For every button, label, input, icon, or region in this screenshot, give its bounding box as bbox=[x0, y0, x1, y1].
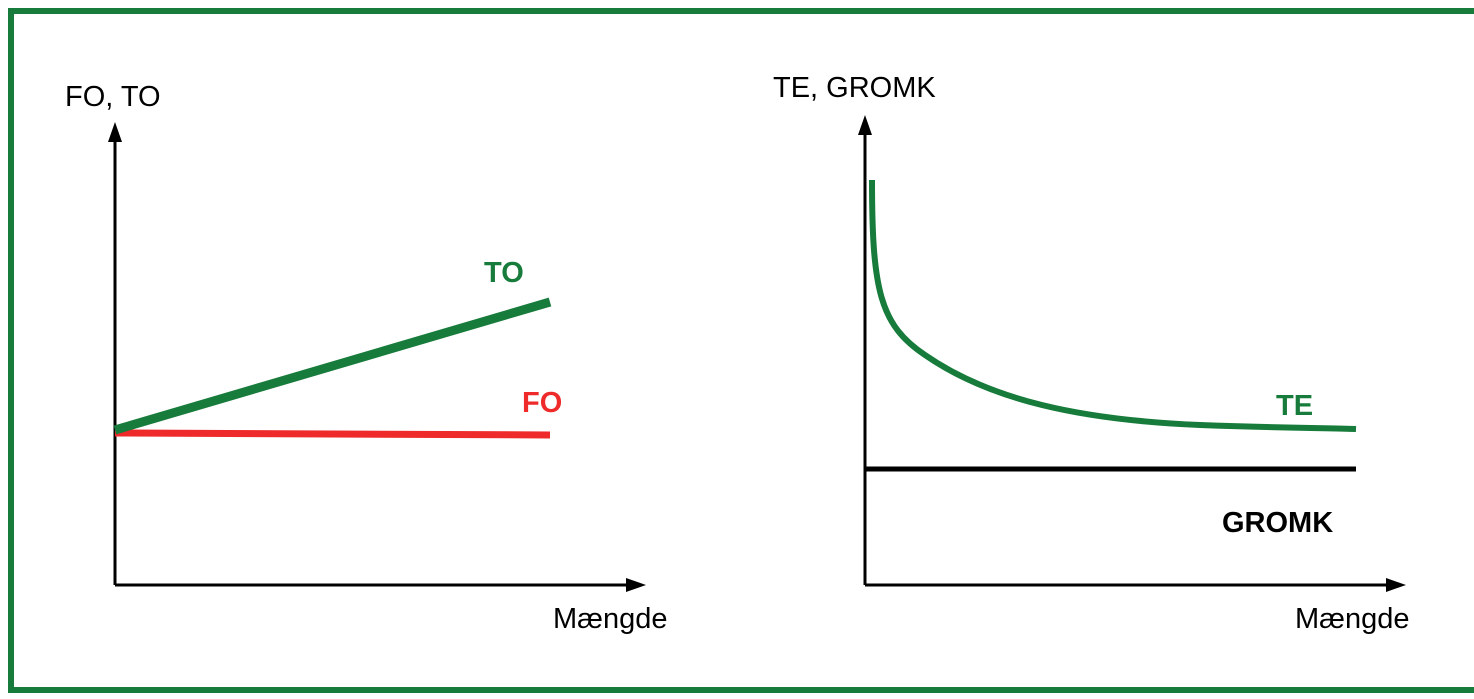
right-panel: TE, GROMK Mængde TE GROMK bbox=[773, 72, 1409, 635]
frame bbox=[8, 8, 1474, 693]
y-label: FO, TO bbox=[65, 81, 161, 113]
y-arrow bbox=[858, 115, 872, 135]
to-line bbox=[113, 297, 552, 435]
left-panel: FO, TO Mængde TO FO bbox=[65, 81, 667, 635]
fo-line bbox=[114, 429, 551, 439]
te-label: TE bbox=[1276, 390, 1313, 422]
x-label: Mængde bbox=[1295, 603, 1409, 635]
to-label: TO bbox=[484, 257, 524, 289]
x-arrow bbox=[626, 578, 646, 592]
te-curve bbox=[869, 179, 1357, 432]
x-label: Mængde bbox=[553, 603, 667, 635]
gromk-label: GROMK bbox=[1222, 507, 1333, 539]
y-arrow bbox=[108, 122, 122, 142]
x-arrow bbox=[1386, 578, 1406, 592]
y-label: TE, GROMK bbox=[773, 72, 936, 104]
fo-label: FO bbox=[522, 387, 562, 419]
